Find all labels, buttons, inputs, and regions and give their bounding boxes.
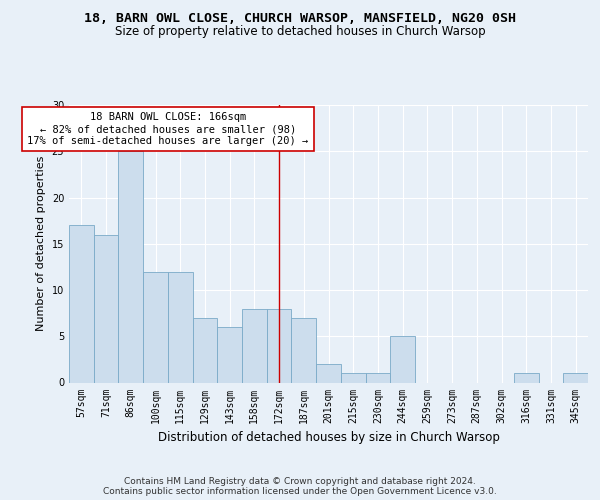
- Bar: [143, 272, 168, 382]
- Bar: [69, 225, 94, 382]
- Bar: [563, 373, 588, 382]
- Bar: [341, 373, 365, 382]
- Bar: [94, 234, 118, 382]
- Bar: [292, 318, 316, 382]
- X-axis label: Distribution of detached houses by size in Church Warsop: Distribution of detached houses by size …: [158, 431, 499, 444]
- Y-axis label: Number of detached properties: Number of detached properties: [36, 156, 46, 332]
- Bar: [118, 151, 143, 382]
- Text: Contains public sector information licensed under the Open Government Licence v3: Contains public sector information licen…: [103, 487, 497, 496]
- Text: Size of property relative to detached houses in Church Warsop: Size of property relative to detached ho…: [115, 25, 485, 38]
- Bar: [217, 327, 242, 382]
- Bar: [267, 308, 292, 382]
- Text: Contains HM Land Registry data © Crown copyright and database right 2024.: Contains HM Land Registry data © Crown c…: [124, 477, 476, 486]
- Text: 18 BARN OWL CLOSE: 166sqm
← 82% of detached houses are smaller (98)
17% of semi-: 18 BARN OWL CLOSE: 166sqm ← 82% of detac…: [27, 112, 308, 146]
- Bar: [365, 373, 390, 382]
- Bar: [193, 318, 217, 382]
- Bar: [514, 373, 539, 382]
- Text: 18, BARN OWL CLOSE, CHURCH WARSOP, MANSFIELD, NG20 0SH: 18, BARN OWL CLOSE, CHURCH WARSOP, MANSF…: [84, 12, 516, 26]
- Bar: [168, 272, 193, 382]
- Bar: [390, 336, 415, 382]
- Bar: [242, 308, 267, 382]
- Bar: [316, 364, 341, 382]
